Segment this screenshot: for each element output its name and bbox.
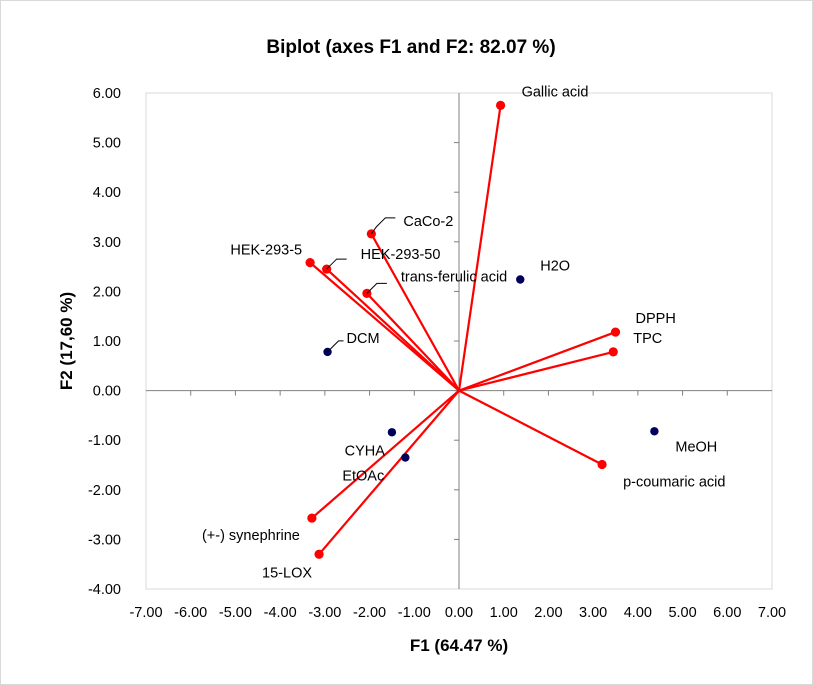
x-tick-label: 1.00 [490,605,518,621]
x-tick-label: 6.00 [713,605,741,621]
x-tick-label: -5.00 [219,605,252,621]
vector-line [458,331,616,392]
x-tick-label: 0.00 [445,605,473,621]
point-label: MeOH [675,439,717,455]
y-tick-label: 0.00 [93,384,121,400]
y-axis-title: F2 (17,60 %) [57,292,76,390]
y-tick-label: 6.00 [93,86,121,102]
vector-line [325,268,460,392]
point-label: Gallic acid [522,84,589,100]
x-tick-label: -7.00 [129,605,162,621]
variable-point [307,513,317,523]
x-tick-label: 2.00 [534,605,562,621]
point-label: CYHA [345,443,386,459]
vector-line [318,389,460,555]
observation-point [387,428,397,437]
y-tick-labels: -4.00 -3.00 -2.00 -1.00 0.00 1.00 2.00 3.00 4.00… [88,86,121,598]
x-axis-title: F1 (64.47 %) [410,636,508,655]
point-label: 15-LOX [262,565,312,581]
chart-title: Biplot (axes F1 and F2: 82.07 %) [266,37,555,58]
variable-point [608,347,618,357]
y-tick-label: -1.00 [88,433,121,449]
y-tick-label: -3.00 [88,532,121,548]
variable-point [495,100,506,110]
point-label: trans-ferulic acid [401,269,507,285]
x-tick-label: 7.00 [758,605,786,621]
x-tick-label: 4.00 [624,605,652,621]
label-leader [366,282,387,294]
vector-line [458,350,614,392]
axes [146,93,772,589]
point-labels: Gallic acid CaCo-2 HEK-293-5 HEK-293-50 tran… [202,84,725,581]
x-tick-label: 3.00 [579,605,607,621]
variable-point [610,327,621,337]
y-tick-label: 3.00 [93,235,121,251]
observation-point [401,453,410,462]
x-tick-label: -2.00 [353,605,386,621]
y-tick-label: -4.00 [88,582,121,598]
point-label: p-coumaric acid [623,475,725,491]
variable-point [305,258,315,268]
variable-point [597,459,607,470]
x-tick-label: -6.00 [174,605,207,621]
vector-line [366,292,460,392]
observation-point [650,427,659,436]
point-label: TPC [633,331,662,347]
observation-point [516,275,525,284]
y-tick-label: 2.00 [93,284,121,300]
point-label: DCM [347,331,380,347]
variable-vectors [309,105,616,555]
vector-line [458,389,603,466]
vector-line [370,233,460,392]
point-label: H2O [540,258,570,274]
point-label: (+-) synephrine [202,528,300,544]
point-label: HEK-293-50 [361,247,441,263]
label-leader [370,217,396,235]
y-tick-label: 4.00 [93,185,121,201]
x-tick-label: 5.00 [668,605,696,621]
y-tick-label: 1.00 [93,334,121,350]
y-tick-label: 5.00 [93,136,121,152]
point-label: CaCo-2 [403,214,453,230]
point-label: DPPH [636,311,676,327]
x-tick-labels: -7.00 -6.00 -5.00 -4.00 -3.00 -2.00 -1.00 0.00 1… [129,605,786,621]
data-points [305,100,659,559]
x-tick-label: -4.00 [264,605,297,621]
x-tick-label: -3.00 [308,605,341,621]
y-tick-label: -2.00 [88,483,121,499]
label-leader [327,340,344,353]
variable-point [314,549,324,559]
vector-line [311,389,460,519]
point-label: HEK-293-5 [230,243,302,259]
vector-line [457,105,502,391]
x-tick-label: -1.00 [398,605,431,621]
label-leader [326,258,347,270]
point-label: EtOAc [342,469,384,485]
